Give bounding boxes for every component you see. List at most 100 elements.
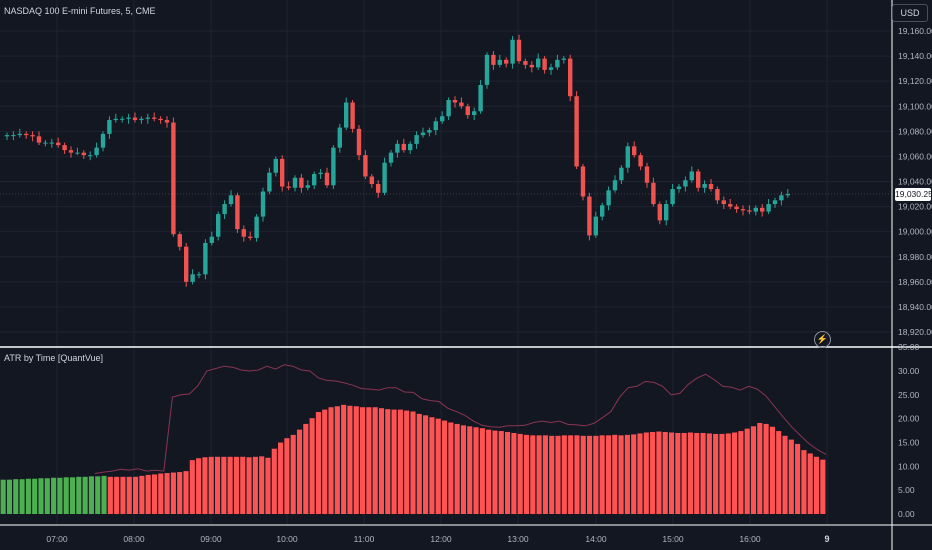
candle-body (484, 54, 490, 85)
atr-bar (486, 429, 492, 514)
atr-bar (126, 476, 132, 514)
atr-tick-label: 10.00 (898, 461, 920, 471)
candle-body (401, 143, 406, 151)
candle-body (94, 147, 99, 156)
candle-body (17, 133, 22, 136)
atr-bar (38, 478, 44, 514)
candle-body (62, 145, 67, 151)
candle-body (158, 118, 163, 121)
lightning-bolt-icon[interactable]: ⚡ (814, 331, 831, 348)
atr-bar (208, 456, 214, 514)
candle-body (260, 191, 266, 217)
atr-bars (0, 404, 826, 514)
atr-bar (750, 426, 757, 514)
atr-bar (668, 432, 675, 514)
atr-axis[interactable]: 35.00 30.00 25.00 20.00 15.00 10.00 5.00 0.00 (898, 342, 920, 519)
candle-body (107, 120, 112, 134)
atr-bar (416, 413, 422, 514)
candle-body (68, 150, 74, 153)
atr-bar (662, 432, 668, 514)
atr-bar (530, 435, 536, 514)
atr-bar (25, 478, 31, 514)
atr-bar (637, 433, 643, 514)
atr-bar (725, 433, 731, 514)
price-tick-label: 19,100.00 (898, 101, 932, 111)
atr-bar (183, 471, 189, 514)
candle-body (497, 59, 502, 65)
atr-bar (473, 427, 479, 514)
atr-bar (214, 456, 221, 514)
candle-body (395, 143, 400, 153)
candle-body (299, 177, 304, 188)
candle-body (11, 135, 16, 137)
candle-body (561, 58, 566, 60)
symbol-title[interactable]: NASDAQ 100 E-mini Futures, 5, CME (4, 6, 156, 16)
candle-body (491, 54, 496, 65)
candle-body (427, 130, 432, 133)
candle-body (324, 172, 330, 186)
candle-body (171, 122, 176, 235)
time-tick-label: 12:00 (430, 534, 452, 544)
atr-bar (593, 435, 599, 514)
candle-body (152, 117, 157, 119)
price-tick-label: 18,960.00 (898, 277, 932, 287)
candle-body (216, 214, 221, 237)
atr-bar (240, 456, 246, 514)
time-tick-label: 16:00 (739, 534, 761, 544)
time-tick-label: 07:00 (46, 534, 68, 544)
time-tick-label: 15:00 (662, 534, 684, 544)
atr-bar (586, 435, 593, 514)
atr-bar (107, 476, 113, 514)
candle-body (510, 39, 515, 64)
atr-bar (404, 410, 410, 514)
price-tick-label: 19,140.00 (898, 51, 932, 61)
atr-bar (599, 435, 605, 514)
price-tick-label: 18,920.00 (898, 327, 932, 337)
candle-body (408, 143, 413, 151)
indicator-title[interactable]: ATR by Time [QuantVue] (4, 353, 104, 363)
atr-bar (252, 456, 258, 514)
candle-body (644, 166, 650, 183)
atr-bar (423, 415, 429, 514)
atr-bar (233, 456, 240, 514)
candle-body (619, 167, 624, 181)
candle-body (369, 176, 374, 185)
atr-bar (360, 407, 366, 514)
candle-body (414, 135, 419, 144)
atr-bar (309, 418, 315, 514)
price-axis[interactable]: 19,160.00 19,140.00 19,120.00 19,100.00 19,0… (898, 26, 932, 337)
candle-body (81, 152, 86, 156)
candle-body (203, 242, 208, 275)
candle-body (740, 209, 746, 211)
price-tick-label: 19,160.00 (898, 26, 932, 36)
atr-tick-label: 0.00 (898, 509, 915, 519)
atr-bar (341, 404, 347, 514)
candle-body (331, 147, 336, 186)
atr-bar (454, 423, 460, 514)
candle-body (664, 204, 669, 221)
candle-body (734, 206, 739, 210)
candle-body (548, 67, 554, 70)
candle-body (702, 184, 707, 188)
price-candles[interactable] (4, 34, 790, 287)
atr-bar (523, 434, 530, 514)
atr-bar (101, 475, 107, 514)
candle-body (472, 111, 477, 116)
candle-body (753, 207, 758, 212)
candle-body (24, 133, 29, 136)
time-axis[interactable]: 07:00 08:00 09:00 10:00 11:00 12:00 13:00 14:00… (46, 534, 829, 544)
candle-body (75, 152, 80, 154)
candle-body (747, 210, 752, 212)
atr-bar (189, 460, 195, 514)
candle-body (209, 236, 214, 243)
atr-bar (145, 474, 151, 514)
currency-button[interactable]: USD (892, 4, 928, 22)
candle-body (785, 194, 790, 196)
atr-bar (19, 479, 25, 514)
atr-bar (719, 433, 725, 514)
candle-body (254, 216, 259, 238)
atr-bar (612, 434, 618, 514)
atr-bar (631, 434, 637, 514)
atr-bar (114, 476, 120, 514)
